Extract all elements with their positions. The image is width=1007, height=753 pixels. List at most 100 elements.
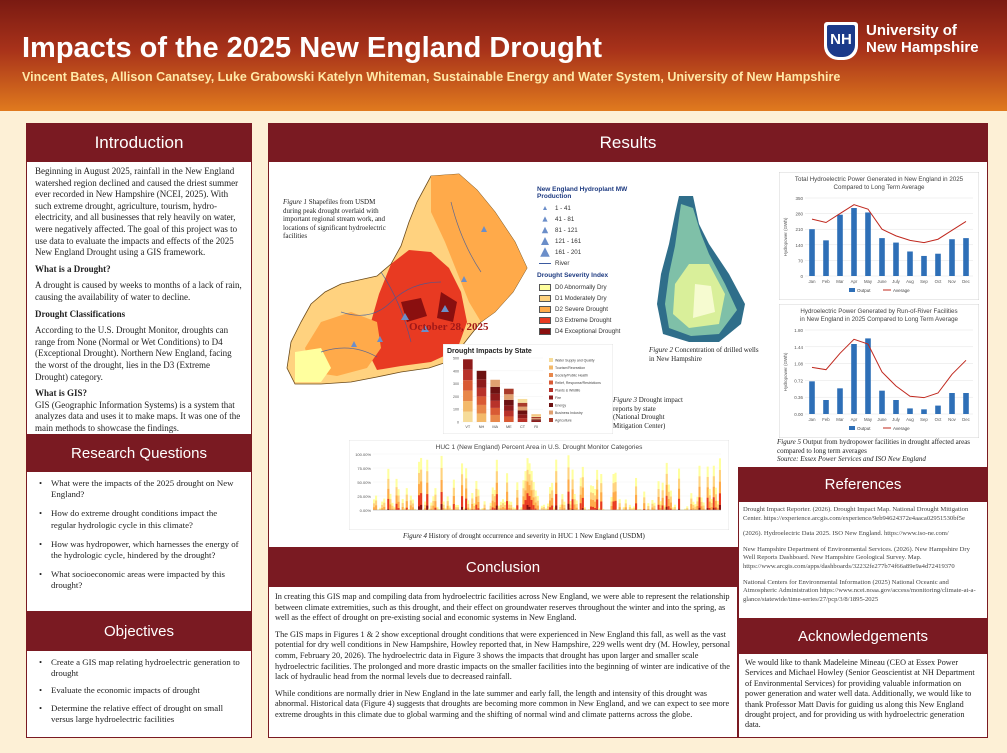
huc-bar bbox=[434, 507, 437, 510]
huc-bar bbox=[592, 499, 595, 510]
huc-bar bbox=[456, 507, 459, 510]
poster-title: Impacts of the 2025 New England Drought bbox=[22, 32, 603, 64]
x-tick-label: Jan bbox=[809, 417, 817, 422]
y-tick-label: 100 bbox=[453, 408, 459, 412]
huc-bar bbox=[452, 495, 455, 510]
map-legend: New England Hydroplant MW Production 1 -… bbox=[537, 186, 657, 346]
huc-bar bbox=[409, 505, 412, 510]
y-tick-label: 210 bbox=[795, 227, 803, 232]
huc-bar bbox=[426, 494, 429, 510]
huc-bar bbox=[692, 508, 695, 510]
bar-segment bbox=[531, 415, 541, 417]
x-tick-label: Dec bbox=[962, 279, 970, 284]
list-item: How was hydropower, which harnesses the … bbox=[39, 539, 243, 561]
legend-label: Water Supply and Quality bbox=[555, 359, 595, 363]
y-tick-label: 25.00% bbox=[357, 494, 371, 499]
references-panel: References Drought Impact Reporter. (202… bbox=[738, 467, 988, 619]
bar-segment bbox=[476, 404, 487, 414]
y-tick-label: 0 bbox=[800, 274, 803, 279]
huc-bar bbox=[514, 507, 517, 510]
bar-segment bbox=[517, 406, 528, 411]
huc-bar bbox=[692, 505, 695, 510]
x-tick-label: June bbox=[877, 417, 887, 422]
legend-drought-item: D1 Moderately Dry bbox=[537, 293, 657, 304]
huc-bar bbox=[718, 493, 721, 510]
results-panel: Results Figure 1 Shapefiles from USDM du… bbox=[268, 123, 988, 548]
huc-bar bbox=[684, 508, 687, 510]
huc-bar bbox=[493, 502, 496, 510]
bar-segment bbox=[490, 414, 500, 422]
huc-bar bbox=[473, 508, 476, 510]
x-tick-label: Dec bbox=[962, 417, 970, 422]
huc-bar bbox=[516, 505, 519, 510]
huc-bar bbox=[696, 501, 699, 510]
huc-bar bbox=[446, 505, 449, 510]
list-item: What were the impacts of the 2025 drough… bbox=[39, 478, 243, 500]
huc-bar bbox=[561, 504, 564, 510]
bar-segment bbox=[504, 410, 514, 417]
huc-bar bbox=[643, 508, 646, 510]
huc-bar bbox=[444, 507, 447, 510]
average-line bbox=[811, 204, 967, 244]
y-tick-label: 280 bbox=[795, 212, 803, 217]
y-tick-label: 75.00% bbox=[357, 466, 371, 471]
list-item: What socioeconomic areas were impacted b… bbox=[39, 569, 243, 591]
huc-bar bbox=[461, 506, 464, 510]
bar-segment bbox=[517, 398, 528, 403]
huc-bar bbox=[495, 494, 498, 510]
huc-bar bbox=[643, 503, 646, 510]
huc-bar bbox=[657, 496, 660, 510]
huc-bar bbox=[424, 508, 427, 510]
x-tick-label: Feb bbox=[822, 279, 830, 284]
huc-bar bbox=[553, 507, 556, 510]
huc-bar bbox=[481, 508, 484, 510]
huc-bar bbox=[393, 508, 396, 510]
huc-bar bbox=[463, 509, 466, 510]
x-tick-label: July bbox=[892, 417, 900, 422]
huc-bar bbox=[405, 507, 408, 510]
bar-segment bbox=[517, 418, 528, 422]
huc-bar bbox=[391, 508, 394, 510]
huc-bar bbox=[702, 508, 705, 510]
huc-bar bbox=[596, 499, 599, 510]
huc-bar bbox=[379, 507, 382, 510]
chart-title: Compared to Long Term Average bbox=[834, 184, 925, 191]
bar bbox=[935, 405, 941, 414]
huc-bar bbox=[544, 508, 547, 510]
huc-bar bbox=[375, 505, 378, 510]
y-tick-label: 300 bbox=[453, 382, 459, 386]
huc-bar bbox=[381, 508, 384, 510]
huc-bar bbox=[467, 504, 470, 510]
research-questions-heading: Research Questions bbox=[27, 436, 251, 472]
bar bbox=[809, 229, 815, 276]
huc-bar bbox=[669, 508, 672, 510]
huc-bar bbox=[536, 500, 539, 510]
huc-bar bbox=[669, 502, 672, 510]
legend-mw-item: 161 - 201 bbox=[537, 247, 657, 258]
legend-drought-item: D4 Exceptional Drought bbox=[537, 326, 657, 337]
legend-title: New England Hydroplant MW Production bbox=[537, 186, 628, 200]
figure-4-caption: Figure 4 History of drought occurrence a… bbox=[403, 532, 645, 540]
bar-segment bbox=[490, 407, 500, 415]
x-tick-label: Apr bbox=[851, 279, 858, 284]
huc-title: HUC 1 (New England) Percent Area in U.S.… bbox=[436, 444, 643, 451]
huc-bar bbox=[571, 499, 574, 510]
bar bbox=[865, 338, 871, 414]
nh-wells-map bbox=[657, 196, 745, 342]
chart-title: Total Hydroelectric Power Generated in N… bbox=[795, 176, 964, 183]
huc-bar bbox=[434, 501, 437, 510]
legend-swatch bbox=[549, 373, 553, 377]
x-tick-label: Oct bbox=[935, 417, 942, 422]
reference-item: (2026). Hydroelectric Data 2025. ISO New… bbox=[743, 530, 949, 538]
bar-segment bbox=[517, 414, 528, 419]
huc-bar bbox=[528, 496, 531, 510]
huc-bar bbox=[714, 500, 717, 510]
figure-3-caption: Figure 3 Drought impact reports by state… bbox=[613, 396, 683, 430]
bar bbox=[963, 238, 969, 276]
chart-title: in New England in 2025 Compared to Long … bbox=[800, 316, 959, 323]
huc-bar bbox=[589, 499, 593, 510]
huc-bar bbox=[549, 507, 552, 510]
huc-bar bbox=[493, 508, 496, 510]
huc-bar bbox=[581, 508, 584, 510]
intro-subheading: What is GIS? bbox=[35, 388, 88, 399]
